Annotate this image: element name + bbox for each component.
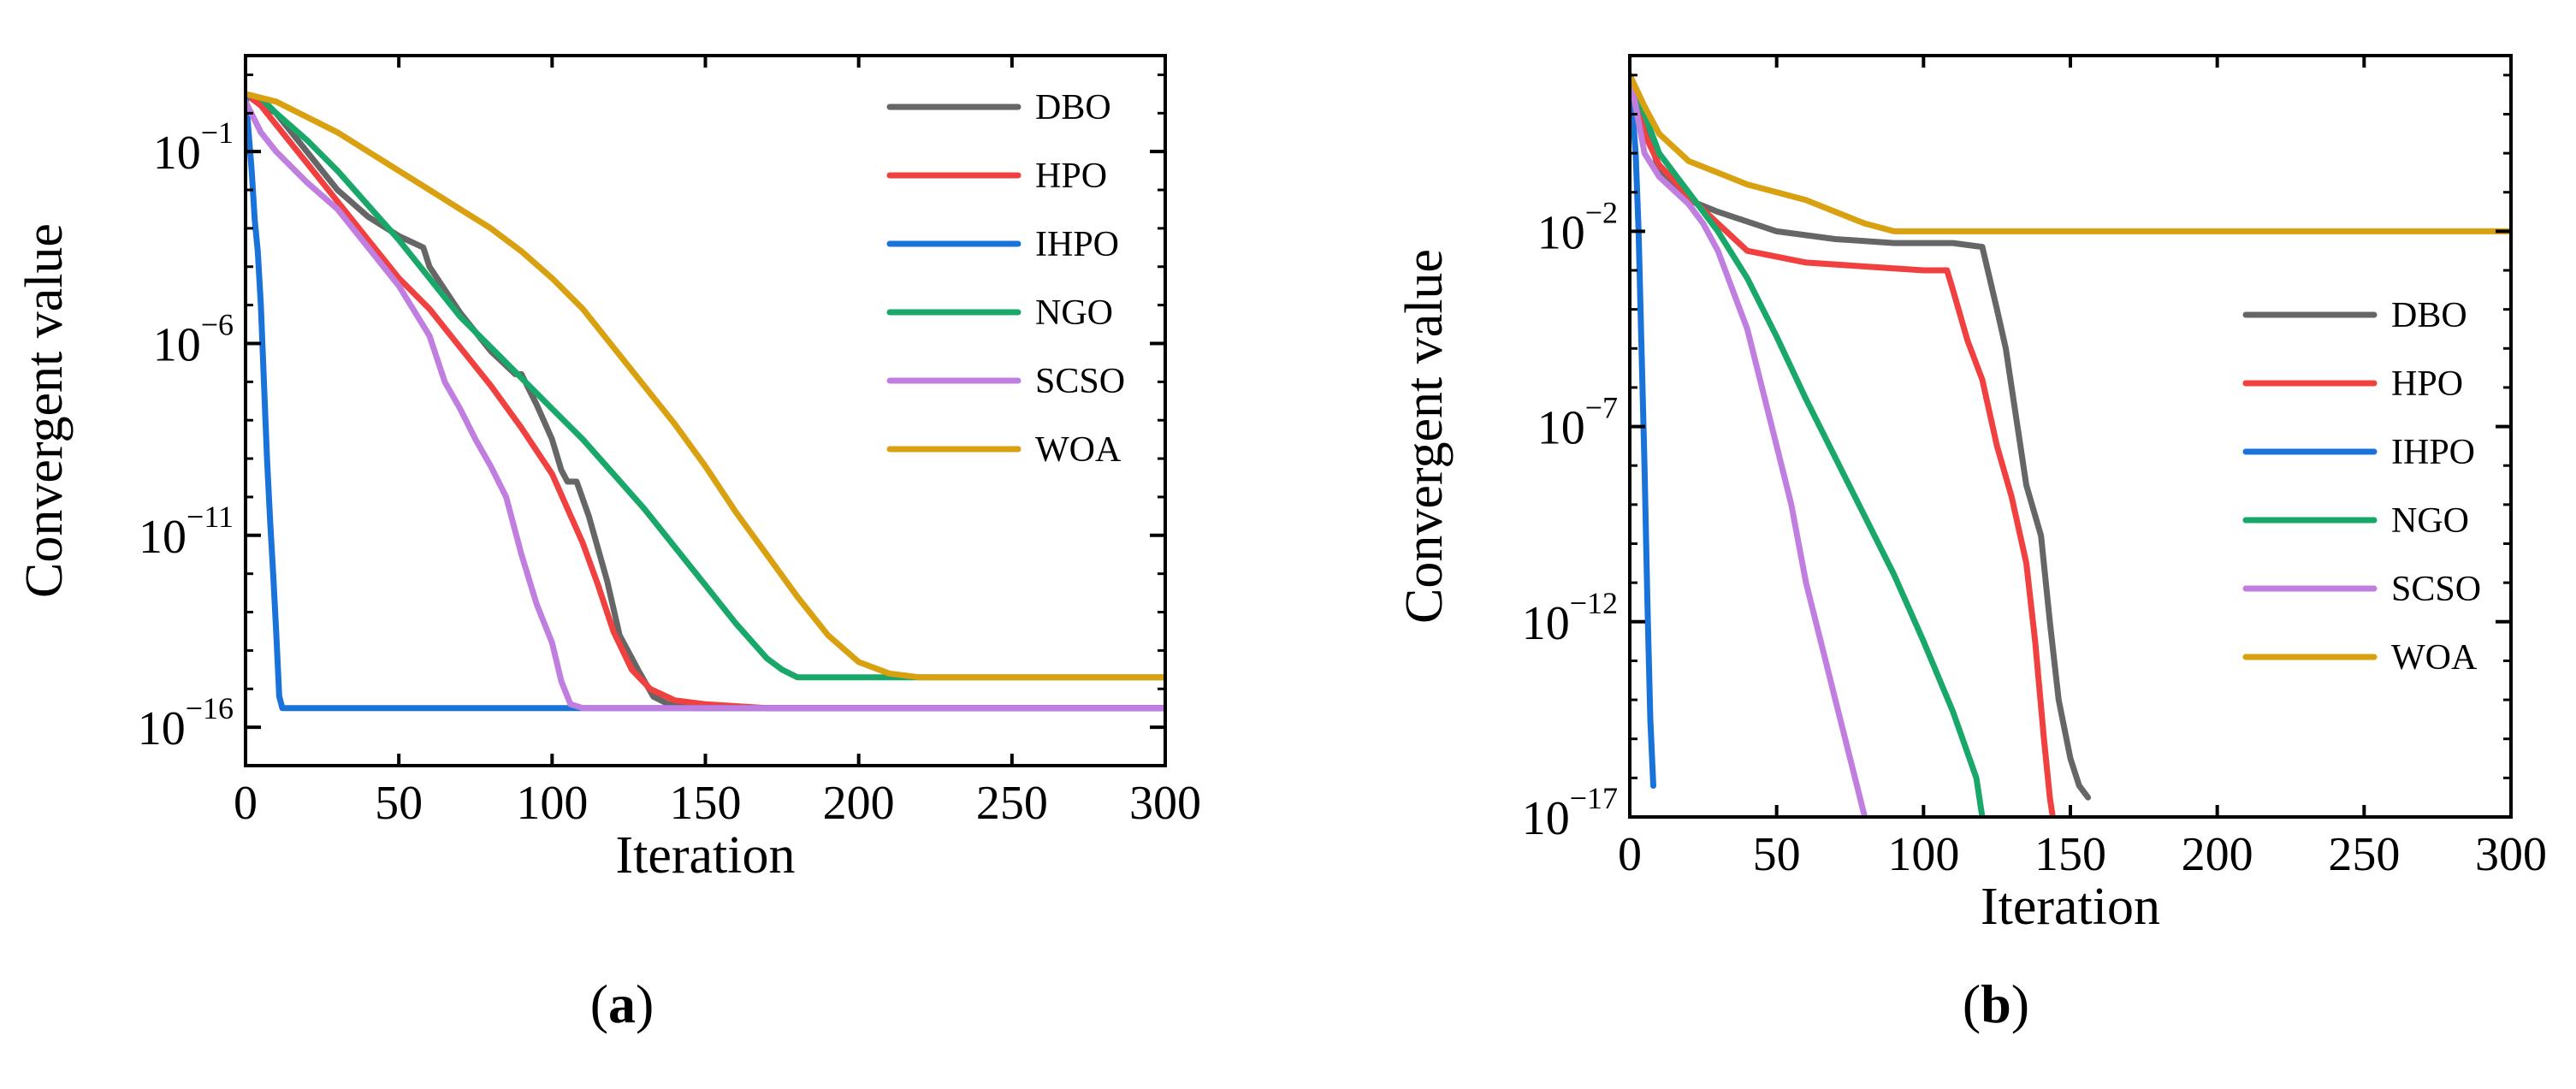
series-line-dbo bbox=[1630, 72, 2092, 801]
series-line-woa bbox=[246, 91, 1165, 681]
y-tick-label: 10−16 bbox=[138, 691, 234, 755]
legend: DBO HPO IHPO NGO SCSO WOA bbox=[886, 88, 1125, 470]
x-tick-label: 0 bbox=[1618, 828, 1642, 881]
x-tick-label: 300 bbox=[2475, 828, 2547, 881]
legend: DBO HPO IHPO NGO SCSO WOA bbox=[2242, 296, 2481, 678]
y-tick-label: 10−17 bbox=[1522, 781, 1618, 845]
series-line-hpo bbox=[246, 91, 1165, 712]
x-tick-label: 150 bbox=[2034, 828, 2106, 881]
x-tick-label: 50 bbox=[1753, 828, 1801, 881]
x-tick-label: 150 bbox=[670, 777, 742, 830]
legend-label-scso: SCSO bbox=[2391, 570, 2481, 609]
series-line-scso bbox=[1630, 72, 1868, 817]
series-line-dbo bbox=[246, 91, 1165, 712]
x-tick-label: 50 bbox=[375, 777, 423, 830]
legend-label-woa: WOA bbox=[1035, 430, 1122, 470]
x-axis-label: Iteration bbox=[615, 826, 795, 885]
y-tick-label: 10−1 bbox=[153, 115, 234, 180]
y-tick-label: 10−2 bbox=[1537, 195, 1618, 259]
x-axis-label: Iteration bbox=[1981, 878, 2160, 936]
x-tick-label: 250 bbox=[976, 777, 1048, 830]
x-tick-label: 0 bbox=[234, 777, 258, 830]
series-line-ngo bbox=[246, 91, 1165, 681]
legend-label-hpo: HPO bbox=[2391, 364, 2463, 404]
x-tick-label: 200 bbox=[823, 777, 895, 830]
panel-caption: (a) bbox=[590, 974, 654, 1034]
legend-label-hpo: HPO bbox=[1035, 157, 1107, 196]
x-tick-label: 100 bbox=[1887, 828, 1959, 881]
series-line-hpo bbox=[1630, 72, 2056, 817]
series-line-scso bbox=[246, 98, 1165, 712]
plot-frame bbox=[1628, 54, 2513, 819]
x-tick-label: 100 bbox=[516, 777, 588, 830]
y-axis-label: Convergent value bbox=[15, 223, 74, 598]
series-line-ihpo bbox=[1630, 72, 1656, 789]
series-line-ngo bbox=[1630, 72, 1986, 817]
chart-panel-a: 0 50 100 150 200 250 300 10−1 10−6 10−11 10−16 Iter… bbox=[15, 54, 1201, 1034]
y-tick-label: 10−6 bbox=[153, 307, 234, 371]
series-line-woa bbox=[1630, 72, 2511, 234]
series-line-ihpo bbox=[246, 91, 1165, 712]
chart-panel-b: 0 50 100 150 200 250 300 10−2 10−7 10−12 10−17 Iter… bbox=[1395, 54, 2547, 1034]
legend-label-ihpo: IHPO bbox=[1035, 225, 1119, 264]
x-tick-label: 200 bbox=[2182, 828, 2253, 881]
legend-label-dbo: DBO bbox=[1035, 88, 1111, 127]
y-tick-label: 10−11 bbox=[139, 500, 234, 564]
legend-label-ihpo: IHPO bbox=[2391, 433, 2475, 472]
panel-caption: (b) bbox=[1963, 974, 2029, 1034]
x-tick-label: 300 bbox=[1129, 777, 1201, 830]
y-tick-label: 10−7 bbox=[1537, 391, 1618, 455]
y-axis-label: Convergent value bbox=[1395, 249, 1454, 624]
x-tick-label: 250 bbox=[2328, 828, 2400, 881]
y-tick-label: 10−12 bbox=[1522, 586, 1618, 650]
legend-label-ngo: NGO bbox=[2391, 501, 2469, 541]
legend-label-scso: SCSO bbox=[1035, 362, 1125, 401]
legend-label-ngo: NGO bbox=[1035, 293, 1113, 333]
legend-label-woa: WOA bbox=[2391, 638, 2478, 678]
legend-label-dbo: DBO bbox=[2391, 296, 2467, 335]
